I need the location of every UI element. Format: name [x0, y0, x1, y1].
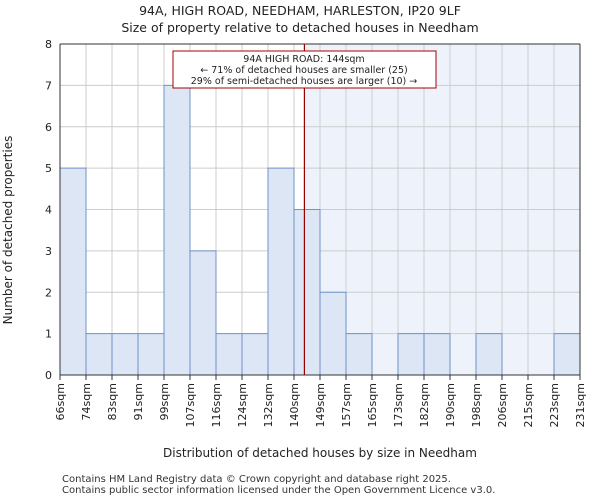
histogram-bar	[215, 333, 243, 376]
histogram-bar	[189, 250, 217, 376]
histogram-bar	[319, 291, 347, 376]
x-tick-label: 66sqm	[54, 383, 67, 420]
footer-line-1: Contains HM Land Registry data © Crown c…	[62, 474, 451, 485]
histogram-bar	[293, 209, 321, 376]
x-tick-label: 116sqm	[210, 383, 223, 427]
histogram-bar	[397, 333, 425, 376]
histogram-bar	[423, 333, 451, 376]
y-tick-label: 2	[45, 286, 52, 299]
y-tick-label: 3	[45, 245, 52, 258]
histogram-bar	[241, 333, 269, 376]
x-tick-label: 206sqm	[496, 383, 509, 427]
x-tick-label: 140sqm	[288, 383, 301, 427]
x-tick-label: 74sqm	[80, 383, 93, 420]
y-tick-label: 6	[45, 121, 52, 134]
x-axis-label: Distribution of detached houses by size …	[163, 446, 477, 460]
x-tick-label: 83sqm	[106, 383, 119, 420]
x-tick-label: 231sqm	[574, 383, 587, 427]
x-tick-label: 173sqm	[392, 383, 405, 427]
y-tick-label: 0	[45, 369, 52, 382]
x-tick-label: 198sqm	[470, 383, 483, 427]
y-tick-label: 5	[45, 162, 52, 175]
chart-title: 94A, HIGH ROAD, NEEDHAM, HARLESTON, IP20…	[139, 3, 461, 18]
x-tick-label: 157sqm	[340, 383, 353, 427]
annotation-line-3: 29% of semi-detached houses are larger (…	[191, 76, 418, 87]
histogram-bar	[267, 167, 295, 376]
x-tick-label: 165sqm	[366, 383, 379, 427]
histogram-bar	[345, 333, 373, 376]
x-tick-label: 190sqm	[444, 383, 457, 427]
x-tick-label: 223sqm	[548, 383, 561, 427]
x-tick-label: 91sqm	[132, 383, 145, 420]
annotation-line-2: ← 71% of detached houses are smaller (25…	[200, 65, 407, 76]
x-tick-label: 215sqm	[522, 383, 535, 427]
chart-subtitle: Size of property relative to detached ho…	[121, 20, 479, 35]
y-tick-label: 8	[45, 38, 52, 51]
x-tick-label: 182sqm	[418, 383, 431, 427]
x-tick-label: 132sqm	[262, 383, 275, 427]
histogram-bar	[137, 333, 165, 376]
histogram-bar	[85, 333, 113, 376]
y-tick-label: 1	[45, 328, 52, 341]
x-tick-label: 124sqm	[236, 383, 249, 427]
histogram-bar	[553, 333, 581, 376]
annotation-box	[172, 50, 437, 89]
footer-line-2: Contains public sector information licen…	[62, 485, 496, 496]
x-tick-label: 149sqm	[314, 383, 327, 427]
histogram-bar	[111, 333, 139, 376]
histogram-bar	[163, 84, 191, 376]
x-tick-label: 107sqm	[184, 383, 197, 427]
histogram-bar	[475, 333, 503, 376]
histogram-bar	[59, 167, 87, 376]
y-tick-label: 7	[45, 79, 52, 92]
x-tick-label: 99sqm	[158, 383, 171, 420]
y-tick-label: 4	[45, 204, 52, 217]
y-axis-label: Number of detached properties	[1, 136, 15, 325]
annotation-line-1: 94A HIGH ROAD: 144sqm	[243, 54, 364, 65]
